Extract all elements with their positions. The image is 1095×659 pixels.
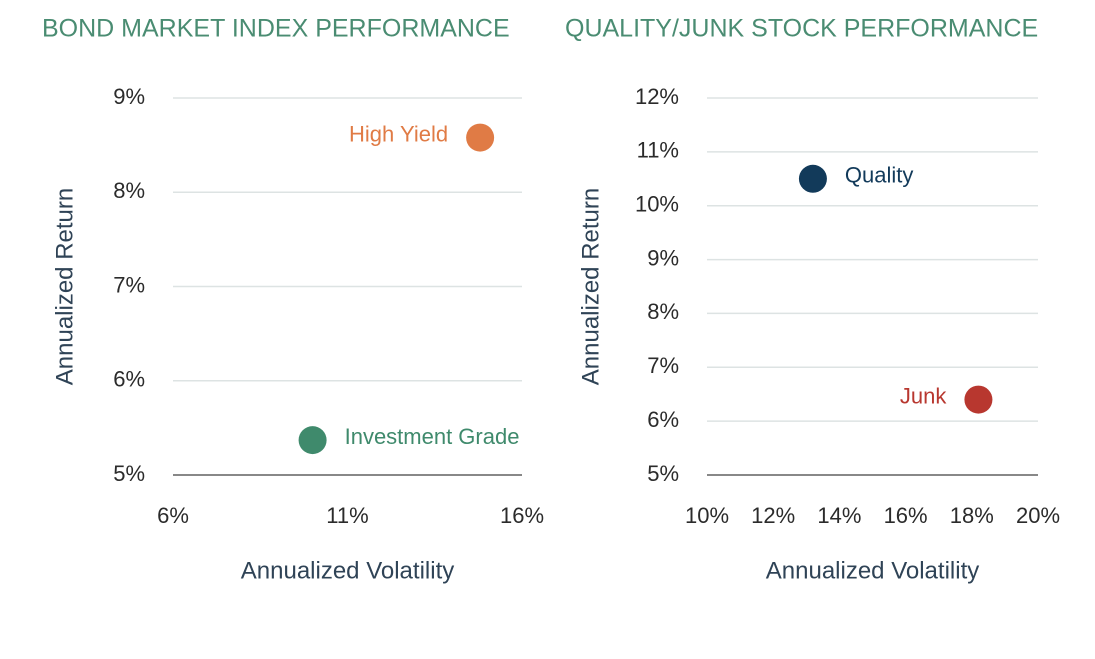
y-tick-label: 5% (647, 461, 679, 486)
y-tick-label: 12% (635, 84, 679, 109)
y-tick-label: 5% (113, 461, 145, 486)
point (798, 164, 827, 193)
x-axis-label: Annualized Volatility (766, 557, 979, 584)
y-tick-label: 9% (113, 84, 145, 109)
point (298, 426, 327, 455)
y-axis-label: Annualized Return (51, 188, 78, 385)
x-tick-label: 12% (751, 503, 795, 528)
x-tick-label: 6% (157, 503, 189, 528)
y-tick-label: 10% (635, 192, 679, 217)
chart-title: QUALITY/JUNK STOCK PERFORMANCE (565, 15, 1038, 43)
y-tick-label: 9% (647, 245, 679, 270)
x-tick-label: 10% (685, 503, 729, 528)
point-label: High Yield (349, 121, 448, 146)
x-tick-label: 16% (884, 503, 928, 528)
point (466, 123, 495, 152)
x-tick-label: 14% (817, 503, 861, 528)
point-label: Investment Grade (345, 424, 520, 449)
y-tick-label: 8% (647, 299, 679, 324)
y-axis-label: Annualized Return (577, 188, 604, 385)
y-tick-label: 11% (637, 138, 679, 163)
y-tick-label: 7% (647, 353, 679, 378)
y-tick-label: 6% (647, 407, 679, 432)
x-tick-label: 16% (500, 503, 544, 528)
point-label: Junk (900, 383, 947, 408)
point-label: Quality (845, 163, 913, 188)
y-tick-label: 7% (113, 272, 145, 297)
x-tick-label: 11% (326, 503, 368, 528)
x-tick-label: 18% (950, 503, 994, 528)
x-tick-label: 20% (1016, 503, 1060, 528)
x-axis-label: Annualized Volatility (241, 557, 454, 584)
y-tick-label: 8% (113, 178, 145, 203)
chart-title: BOND MARKET INDEX PERFORMANCE (42, 15, 510, 43)
point (964, 385, 993, 414)
y-tick-label: 6% (113, 367, 145, 392)
